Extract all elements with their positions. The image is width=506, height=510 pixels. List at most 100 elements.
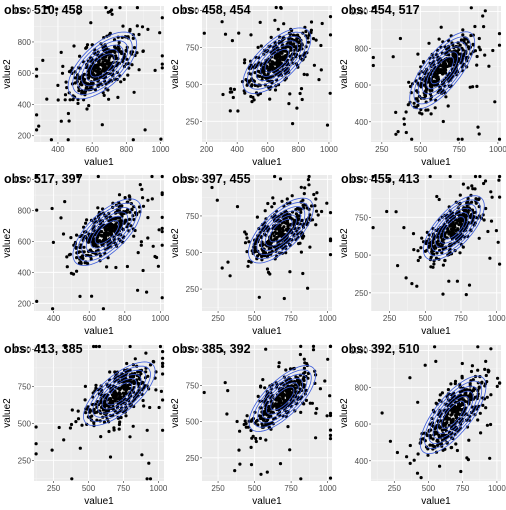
data-point xyxy=(425,239,429,243)
data-point xyxy=(319,68,323,72)
contour-ellipse xyxy=(419,375,487,455)
data-point xyxy=(130,63,134,67)
data-point xyxy=(256,69,260,73)
contour-ellipse xyxy=(422,195,485,261)
data-point xyxy=(473,174,478,179)
data-point xyxy=(145,290,149,294)
contour-ellipse xyxy=(82,361,156,427)
data-point xyxy=(412,248,416,252)
data-point xyxy=(455,218,459,222)
x-tick-label: 750 xyxy=(117,484,131,493)
data-point xyxy=(92,344,96,349)
data-point xyxy=(302,357,306,361)
x-tick-label: 400 xyxy=(230,145,244,154)
x-tick-label: 1000 xyxy=(152,145,170,154)
data-point xyxy=(281,403,285,407)
data-point xyxy=(441,424,445,428)
data-point xyxy=(132,90,136,94)
x-axis-label: value1 xyxy=(84,496,114,507)
contour-ellipse xyxy=(261,378,304,420)
data-point xyxy=(315,407,319,411)
data-point xyxy=(56,98,60,102)
data-point xyxy=(267,408,271,412)
data-point xyxy=(458,422,463,426)
data-point xyxy=(132,379,136,383)
data-point xyxy=(435,68,439,73)
data-point xyxy=(289,48,293,52)
data-point xyxy=(257,295,261,299)
data-point xyxy=(158,344,162,349)
contour-ellipse xyxy=(256,206,306,256)
data-point xyxy=(147,461,151,465)
panel-title: obs: 413, 385 xyxy=(4,342,83,356)
data-point xyxy=(469,395,473,399)
data-point xyxy=(458,43,462,47)
data-point xyxy=(446,104,450,108)
data-point xyxy=(35,113,39,117)
data-point xyxy=(433,345,437,349)
y-tick-label: 1000 xyxy=(350,176,368,185)
data-point xyxy=(130,207,134,211)
data-point xyxy=(161,428,165,432)
data-point xyxy=(100,123,104,127)
data-point xyxy=(423,94,428,98)
data-point xyxy=(461,33,465,37)
data-point xyxy=(118,233,122,237)
data-point xyxy=(371,55,375,60)
data-point xyxy=(408,443,412,448)
data-point xyxy=(304,398,308,402)
data-point xyxy=(469,33,473,38)
data-point xyxy=(285,228,289,232)
data-point xyxy=(121,24,125,28)
data-point xyxy=(311,37,316,41)
data-point xyxy=(286,224,290,228)
data-point xyxy=(220,20,224,24)
data-point xyxy=(485,423,489,427)
y-axis-label: value2 xyxy=(2,398,13,428)
data-point xyxy=(328,413,333,418)
data-point xyxy=(78,294,82,298)
data-point xyxy=(306,371,310,376)
data-point xyxy=(137,32,141,37)
contour-ellipse xyxy=(437,395,470,434)
data-point xyxy=(478,411,482,415)
data-point xyxy=(305,73,309,77)
contour-ellipse xyxy=(246,31,307,90)
scatter-panel-4: 400 600 800 1000 200 400 600 800 1000 value1 value… xyxy=(2,172,170,337)
data-point xyxy=(135,24,139,28)
data-point xyxy=(34,425,38,429)
data-point xyxy=(83,398,87,402)
data-point xyxy=(63,344,67,349)
data-point xyxy=(140,25,145,29)
contour-ellipse xyxy=(251,35,303,86)
data-point xyxy=(318,387,322,391)
data-point xyxy=(487,64,491,68)
data-point xyxy=(323,379,327,383)
data-point xyxy=(67,119,71,123)
data-point xyxy=(126,222,131,226)
data-point xyxy=(119,386,123,390)
data-point xyxy=(106,408,110,412)
data-point xyxy=(436,443,440,447)
data-point xyxy=(151,244,155,248)
data-point xyxy=(439,235,443,239)
data-point xyxy=(404,276,408,280)
data-point xyxy=(308,245,312,249)
panel-title: obs: 454, 517 xyxy=(341,3,420,17)
data-point xyxy=(449,413,453,417)
data-point xyxy=(68,98,72,102)
data-point xyxy=(150,174,154,179)
data-point xyxy=(117,40,121,45)
data-point xyxy=(466,186,470,190)
data-point xyxy=(125,387,129,391)
x-tick-label: 400 xyxy=(47,314,61,323)
y-tick-label: 1000 xyxy=(13,176,31,185)
data-point xyxy=(66,138,70,142)
data-point xyxy=(109,398,113,402)
data-point xyxy=(46,6,50,10)
data-point xyxy=(416,99,420,103)
data-point xyxy=(108,370,112,374)
data-point xyxy=(96,206,100,210)
data-point xyxy=(228,274,232,278)
data-point xyxy=(470,200,474,204)
